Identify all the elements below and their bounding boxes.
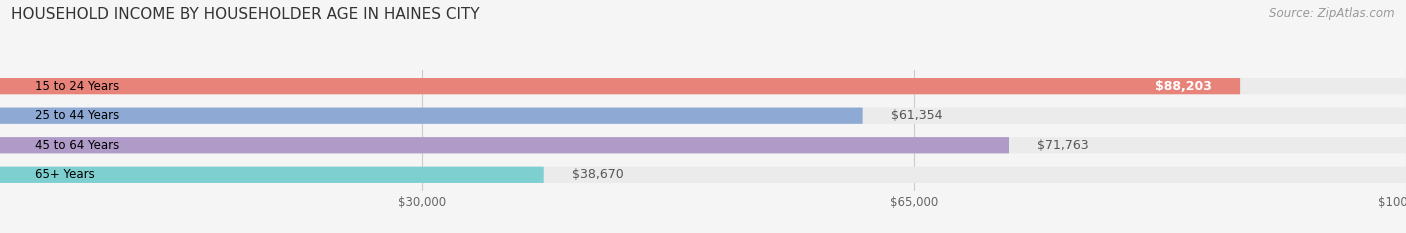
Text: Source: ZipAtlas.com: Source: ZipAtlas.com [1270,7,1395,20]
FancyBboxPatch shape [0,137,1010,153]
FancyBboxPatch shape [0,167,544,183]
Text: 25 to 44 Years: 25 to 44 Years [35,109,120,122]
FancyBboxPatch shape [0,78,1240,94]
FancyBboxPatch shape [0,167,1406,183]
Text: $38,670: $38,670 [572,168,624,181]
FancyBboxPatch shape [0,108,1406,124]
Text: 45 to 64 Years: 45 to 64 Years [35,139,120,152]
FancyBboxPatch shape [0,78,1406,94]
Text: HOUSEHOLD INCOME BY HOUSEHOLDER AGE IN HAINES CITY: HOUSEHOLD INCOME BY HOUSEHOLDER AGE IN H… [11,7,479,22]
FancyBboxPatch shape [0,137,1406,153]
Text: $61,354: $61,354 [891,109,942,122]
FancyBboxPatch shape [0,108,863,124]
Text: 15 to 24 Years: 15 to 24 Years [35,80,120,93]
Text: $71,763: $71,763 [1038,139,1088,152]
Text: 65+ Years: 65+ Years [35,168,94,181]
Text: $88,203: $88,203 [1156,80,1212,93]
